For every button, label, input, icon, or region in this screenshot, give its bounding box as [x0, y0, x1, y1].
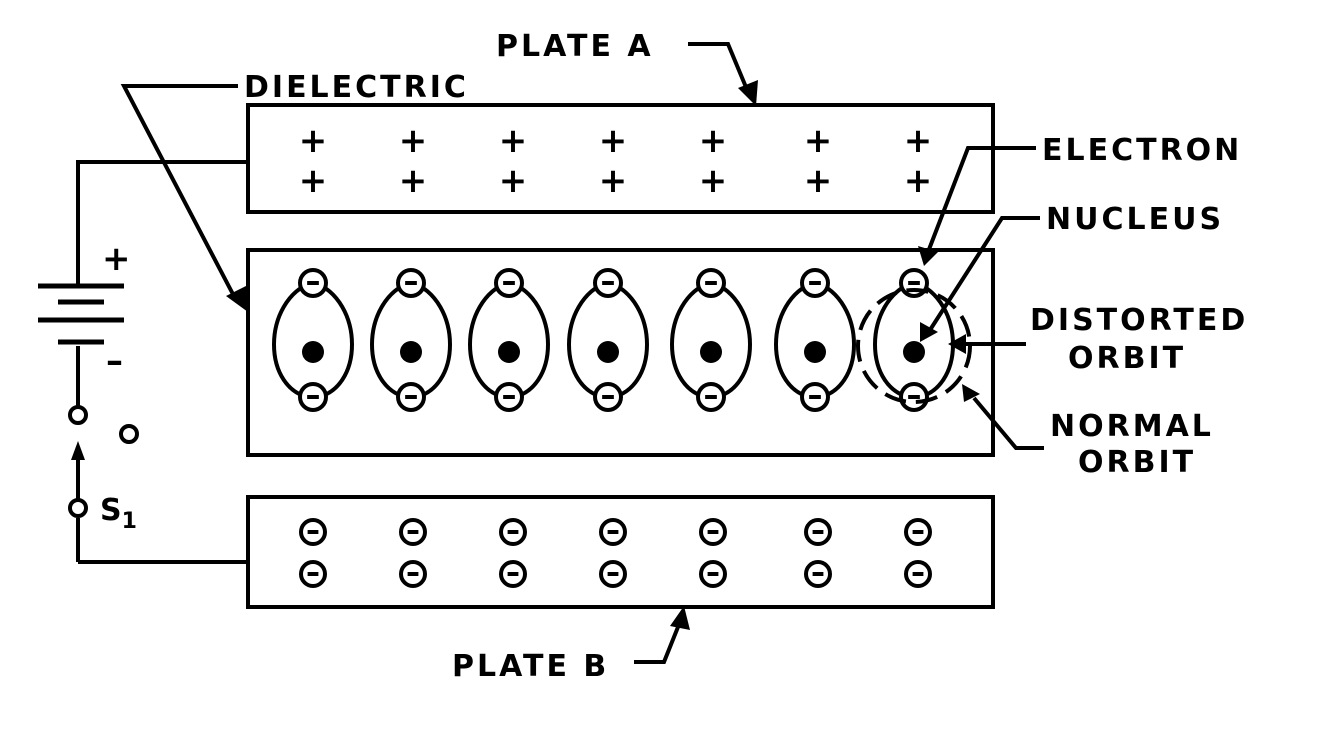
nucleus [302, 341, 324, 363]
label-distorted-orbit-line2: ORBIT [1068, 341, 1186, 376]
minus-charge [299, 560, 327, 588]
plus-charge: + [299, 121, 328, 161]
plus-charge: + [904, 161, 933, 201]
electron [298, 268, 328, 298]
plus-charge: + [699, 121, 728, 161]
circuit-wiring [76, 160, 248, 564]
electron [800, 268, 830, 298]
minus-charge [804, 518, 832, 546]
label-normal-orbit-line1: NORMAL [1050, 409, 1214, 444]
plate-b-arrowhead [670, 606, 690, 630]
electron [298, 382, 328, 412]
plus-charge: + [804, 121, 833, 161]
minus-charge [599, 560, 627, 588]
nucleus [804, 341, 826, 363]
plus-charge: + [399, 161, 428, 201]
dielectric-atom [468, 268, 550, 412]
label-nucleus: NUCLEUS [1046, 202, 1224, 237]
dielectric-atoms [272, 268, 955, 412]
label-distorted-orbit-line1: DISTORTED [1030, 303, 1248, 338]
distorted-orbit [670, 279, 752, 401]
minus-charge [499, 560, 527, 588]
electron [396, 268, 426, 298]
switch-s1 [68, 405, 139, 518]
label-dielectric: DIELECTRIC [244, 70, 469, 105]
nucleus [400, 341, 422, 363]
battery-plus-sign: + [102, 239, 131, 279]
minus-charge [299, 518, 327, 546]
leader-lines [120, 42, 1044, 664]
battery [38, 283, 124, 345]
electron [696, 382, 726, 412]
electron [494, 382, 524, 412]
switch-label: S1 [100, 493, 137, 534]
minus-charge [599, 518, 627, 546]
battery-minus-sign: – [106, 341, 123, 381]
plus-charge: + [299, 161, 328, 201]
electron [800, 382, 830, 412]
dielectric-atom [567, 268, 649, 412]
dielectric-arrowhead-1 [226, 286, 248, 312]
label-electron: ELECTRON [1042, 133, 1242, 168]
minus-charge [399, 518, 427, 546]
label-normal-orbit-line2: ORBIT [1078, 445, 1196, 480]
minus-charge [699, 560, 727, 588]
electron [593, 268, 623, 298]
dielectric-atom [670, 268, 752, 412]
nucleus [903, 341, 925, 363]
plus-charge: + [599, 121, 628, 161]
distorted-orbit [468, 279, 550, 401]
plate-b-charges [299, 518, 932, 588]
plate-b [246, 495, 995, 609]
plus-charge: + [499, 121, 528, 161]
plus-charge: + [904, 121, 933, 161]
electron [696, 268, 726, 298]
minus-charge [904, 518, 932, 546]
plate-a-charges: ++++++++++++++ [299, 121, 933, 201]
distorted-orbit [567, 279, 649, 401]
minus-charge [699, 518, 727, 546]
nucleus [700, 341, 722, 363]
dielectric-block [246, 248, 995, 457]
normal-orbit-arrowhead [962, 384, 980, 402]
electron [396, 382, 426, 412]
distorted-orbit [272, 279, 354, 401]
minus-charge [804, 560, 832, 588]
plus-charge: + [804, 161, 833, 201]
plate-a [246, 103, 995, 214]
electron [899, 382, 929, 412]
nucleus [498, 341, 520, 363]
plus-charge: + [499, 161, 528, 201]
plus-charge: + [599, 161, 628, 201]
label-plate-b: PLATE B [452, 649, 609, 684]
minus-charge [499, 518, 527, 546]
electron [593, 382, 623, 412]
plus-charge: + [699, 161, 728, 201]
plus-charge: + [399, 121, 428, 161]
plate-a-arrowhead [738, 80, 758, 106]
nucleus [597, 341, 619, 363]
electron [494, 268, 524, 298]
minus-charge [399, 560, 427, 588]
distorted-orbit-arrowhead [948, 334, 966, 354]
minus-charge [904, 560, 932, 588]
distorted-orbit [370, 279, 452, 401]
nucleus-arrowhead [920, 322, 938, 342]
distorted-orbit [774, 279, 856, 401]
label-plate-a: PLATE A [496, 29, 654, 64]
dielectric-atom [370, 268, 452, 412]
dielectric-atom [272, 268, 354, 412]
dielectric-atom [774, 268, 856, 412]
electron-arrowhead [918, 246, 938, 266]
